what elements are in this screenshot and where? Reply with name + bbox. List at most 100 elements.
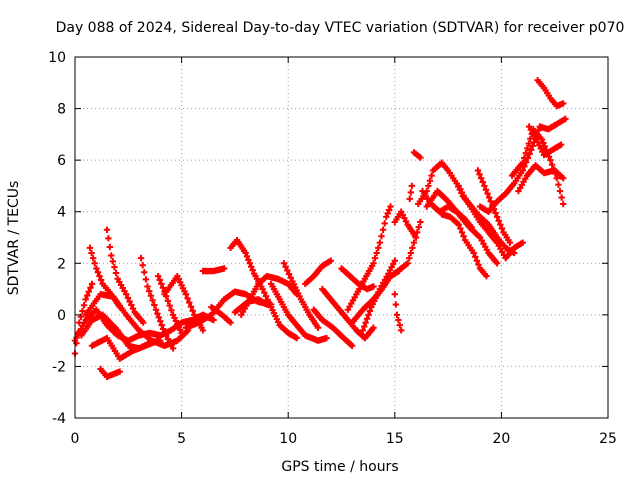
x-tick-labels: 0 5 10 15 20 25 — [71, 431, 617, 447]
data-point — [370, 324, 377, 331]
data-point — [425, 182, 432, 190]
data-point — [492, 209, 499, 217]
data-point — [376, 239, 384, 246]
data-point — [227, 319, 234, 326]
data-point — [385, 270, 392, 277]
data-point — [363, 315, 371, 322]
data-point — [116, 303, 123, 311]
x-tick-label: 5 — [177, 431, 186, 447]
x-tick-label: 10 — [279, 431, 297, 447]
data-point — [555, 181, 562, 188]
data-point — [371, 254, 379, 262]
data-point — [407, 249, 414, 257]
data-point — [109, 258, 117, 265]
data-point — [88, 249, 95, 257]
series-arc-ab — [391, 291, 405, 334]
data-point — [485, 194, 493, 201]
data-point — [525, 140, 533, 147]
series-arc-r — [267, 280, 330, 344]
data-point — [359, 327, 367, 334]
data-point — [187, 303, 195, 310]
data-point — [404, 260, 411, 267]
data-point — [87, 284, 94, 291]
data-point — [406, 195, 413, 203]
data-point — [493, 213, 501, 221]
data-point — [470, 249, 477, 257]
data-point — [521, 154, 528, 162]
data-point — [79, 307, 86, 315]
data-point — [147, 292, 155, 299]
series-arc-s — [280, 260, 322, 331]
data-point — [506, 239, 514, 246]
data-point — [186, 299, 193, 306]
data-point — [199, 327, 207, 334]
data-point — [460, 233, 467, 240]
data-point — [519, 167, 526, 174]
data-point — [519, 239, 526, 246]
x-tick-label: 25 — [599, 431, 617, 447]
data-point — [387, 203, 394, 210]
data-point — [178, 329, 185, 337]
data-point — [140, 319, 147, 326]
data-point — [415, 223, 422, 231]
series-arc-w — [338, 265, 377, 293]
data-point — [365, 311, 372, 319]
data-point — [282, 263, 289, 271]
series-arc-ac — [391, 208, 420, 241]
data-point — [426, 177, 434, 184]
data-point — [137, 254, 145, 262]
data-point — [184, 295, 191, 302]
series-arc-n — [208, 303, 234, 326]
data-point — [159, 284, 167, 291]
data-point — [493, 260, 501, 267]
data-point — [379, 226, 387, 233]
data-point — [259, 285, 266, 293]
data-point — [402, 218, 410, 225]
y-tick-label: 6 — [57, 153, 66, 169]
data-point — [412, 234, 420, 241]
data-point — [455, 221, 462, 228]
data-point — [541, 143, 548, 150]
data-point — [86, 244, 94, 252]
data-point — [401, 214, 408, 222]
series-arc-an — [515, 162, 567, 195]
data-point — [280, 260, 288, 267]
data-point — [323, 334, 330, 342]
plot-frame — [74, 56, 609, 419]
data-point — [106, 243, 114, 251]
x-tick-label: 20 — [492, 431, 510, 447]
data-point — [111, 263, 118, 271]
data-point — [498, 225, 506, 232]
series-arc-ae — [410, 149, 424, 161]
y-tick-label: -4 — [52, 411, 66, 427]
data-point — [149, 297, 156, 304]
data-point — [375, 244, 382, 252]
data-point — [242, 249, 249, 257]
data-point — [144, 283, 151, 290]
data-point — [482, 186, 490, 193]
series-arc-i — [137, 254, 177, 352]
data-point — [348, 342, 356, 349]
data-point — [397, 208, 405, 215]
data-point — [557, 141, 565, 148]
series-arc-g — [103, 226, 147, 326]
data-point — [108, 252, 115, 259]
data-point — [293, 334, 300, 342]
data-point — [540, 139, 547, 147]
data-point — [547, 156, 554, 164]
data-point — [89, 254, 97, 262]
series-arc-q — [231, 296, 271, 316]
data-point — [457, 225, 464, 232]
series-arc-v — [310, 306, 356, 349]
data-point — [428, 172, 435, 179]
data-point — [560, 200, 567, 208]
data-point — [378, 233, 385, 240]
series-arc-ai — [438, 211, 490, 280]
data-point — [159, 325, 167, 333]
data-point — [476, 171, 483, 178]
data-point — [263, 301, 271, 308]
data-point — [248, 263, 255, 270]
data-point — [410, 239, 418, 246]
data-point — [158, 321, 165, 329]
